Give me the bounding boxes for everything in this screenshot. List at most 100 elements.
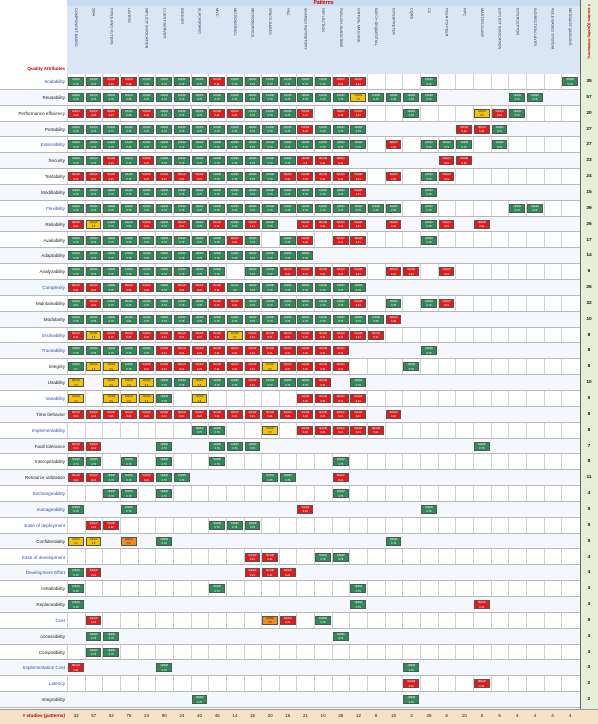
- matrix-cell: 0|1|1|0 0,21: [191, 346, 208, 356]
- cell-votes: 1|0|0|0: [566, 78, 574, 81]
- cell-score: 0,21: [320, 225, 326, 229]
- matrix-cell: 0|1|1|0 0,21: [262, 330, 278, 340]
- matrix-cell: 1|0|0|0 0,79: [279, 156, 296, 166]
- cell-score: 0,79: [126, 462, 132, 466]
- matrix-cell: 0|1|1|0 0,21: [138, 409, 155, 419]
- cell-score: 0,21: [444, 225, 450, 229]
- cell-votes: 1|0|0|0: [213, 157, 221, 161]
- cell-score: 0,21: [391, 320, 397, 324]
- cell-score: 0,21: [302, 415, 308, 419]
- matrix-cell: 1|0|0|0 0,79: [421, 77, 437, 86]
- cell-votes: 1|0|0|0: [248, 252, 257, 256]
- cell-votes: 0|1|1|0: [319, 347, 327, 351]
- cell-score: 0,79: [373, 98, 379, 102]
- cell-score: 0,79: [161, 193, 167, 197]
- attribute-study-count: 8: [587, 348, 591, 354]
- cell-votes: 1|0|0|0: [266, 284, 274, 288]
- matrix-cell: 1|0|0|0 0,79: [156, 536, 173, 546]
- cell-score: 0,21: [302, 399, 308, 403]
- matrix-cell: 0|1|1|0 0,21: [103, 172, 120, 182]
- matrix-cell: 1|0|0|0 0,79: [156, 457, 173, 467]
- cell-votes: 1|0|0|0: [336, 315, 345, 319]
- matrix-cell: 0|1|1|0 0,21: [315, 362, 331, 372]
- attribute-study-count: 8: [587, 332, 591, 338]
- cell-score: 0,21: [143, 161, 150, 165]
- quality-attribute-label: manageability: [36, 506, 65, 512]
- attribute-study-count: 27: [586, 126, 592, 132]
- cell-score: 0,79: [108, 225, 114, 229]
- matrix-cell: 0|1|1|0 0,21: [173, 346, 190, 356]
- cell-votes: 0|1|1|0: [389, 410, 398, 414]
- cell-votes: 0|1|1|0: [301, 363, 310, 367]
- matrix-cell: 1|0|0|0 0,79: [156, 251, 173, 261]
- cell-score: 0,21: [302, 272, 308, 276]
- cell-score: 0,79: [126, 510, 132, 514]
- cell-votes: 1|0|0|0: [354, 141, 363, 145]
- cell-score: 0,79: [320, 82, 326, 86]
- matrix-cell: 1|0|0|0 0,79: [191, 124, 208, 134]
- cell-votes: 1|0|0|0: [354, 601, 363, 605]
- cell-votes: 1|0|0|0: [230, 521, 239, 525]
- cell-score: 0,21: [355, 415, 361, 419]
- cell-score: 0,21: [214, 82, 220, 86]
- cell-score: 0,79: [285, 145, 291, 149]
- cell-score: 0,47: [108, 114, 114, 118]
- cell-score: 0,79: [126, 256, 132, 260]
- matrix-cell: 1|0|0|0 0,79: [85, 457, 102, 467]
- matrix-cell: 1|0|0|0 0,79: [226, 140, 243, 150]
- cell-votes: 1|0|0|0: [301, 204, 310, 208]
- cell-votes: 1|0|0|0: [160, 141, 169, 145]
- matrix-cell: 1|0|0|0 0,79: [68, 140, 84, 150]
- cell-votes: 1|0|1|0: [107, 395, 116, 398]
- cell-score: 0,21: [479, 225, 485, 229]
- cell-votes: 0|1|1|0: [195, 347, 204, 351]
- matrix-cell: 1|0|0|0 0,79: [103, 267, 120, 277]
- matrix-cell: 0|1|1|0 0,21: [368, 330, 384, 340]
- matrix-cell: 1|0|0|0 0,79: [68, 251, 84, 261]
- cell-score: 0,79: [91, 241, 97, 244]
- cell-score: 0,79: [161, 304, 167, 308]
- matrix-cell: 1|0|1|0 0,5: [191, 378, 208, 388]
- cell-votes: 3|0|1|0: [89, 157, 98, 161]
- cell-score: 0,79: [161, 225, 167, 229]
- cell-score: 0,21: [249, 415, 255, 419]
- matrix-cell: 1|0|0|0 0,79: [173, 314, 190, 324]
- cell-score: 0,79: [249, 145, 255, 149]
- matrix-cell: 4|1|1|0 0,79: [85, 124, 102, 134]
- pattern-count: 14: [232, 713, 238, 718]
- cell-score: 0,7: [74, 367, 78, 371]
- cell-votes: 0|1|1|0: [195, 410, 204, 414]
- cell-votes: 2|0|0|0: [72, 299, 80, 303]
- cell-votes: 0|0|1|0: [354, 78, 363, 81]
- matrix-cell: 1|0|0|0 0,79: [191, 251, 208, 261]
- cell-score: 0,21: [338, 336, 344, 340]
- pattern-count-footer: [0, 709, 598, 724]
- matrix-cell: 2|1|0|0 0,79: [297, 77, 314, 86]
- cell-score: 0,21: [91, 526, 97, 530]
- cell-votes: 1|0|0|0: [89, 458, 98, 462]
- matrix-cell: 1|0|0|0 0,79: [297, 92, 314, 102]
- cell-votes: 0|1|1|0: [389, 315, 398, 319]
- matrix-cell: 0|1|1|0 0,21: [438, 267, 455, 277]
- matrix-cell: 1|0|0|0 0,79: [173, 473, 190, 483]
- matrix-cell: 1|0|0|0 0,79: [209, 251, 225, 261]
- cell-votes: 1|0|0|0: [266, 379, 274, 383]
- cell-votes: 1|0|0|0: [72, 458, 80, 462]
- matrix-cell: 1|0|0|0 0,79: [191, 695, 208, 705]
- cell-score: 0,79: [91, 161, 97, 165]
- matrix-cell: 1|0|0|0 0,79: [103, 251, 120, 261]
- matrix-cell: 0|1|1|0 0,21: [350, 108, 367, 118]
- cell-score: 0,79: [232, 193, 238, 197]
- attribute-study-count: 4: [587, 554, 591, 560]
- cell-votes: 3|0|1|0: [89, 93, 98, 97]
- cell-score: 0,79: [285, 241, 291, 244]
- quality-attribute-label: Extensibility: [40, 142, 65, 148]
- quality-attribute-label: Traceability: [41, 348, 65, 354]
- matrix-cell: 1|0|0|0 0,79: [385, 203, 402, 213]
- cell-votes: 0|1|1|0: [301, 331, 310, 335]
- cell-votes: 2|1|0|0: [142, 78, 151, 81]
- cell-score: 0,79: [161, 462, 167, 466]
- cell-votes: 1|0|0|0: [72, 204, 80, 208]
- cell-score: 0,21: [91, 304, 97, 308]
- table-row: [0, 486, 580, 502]
